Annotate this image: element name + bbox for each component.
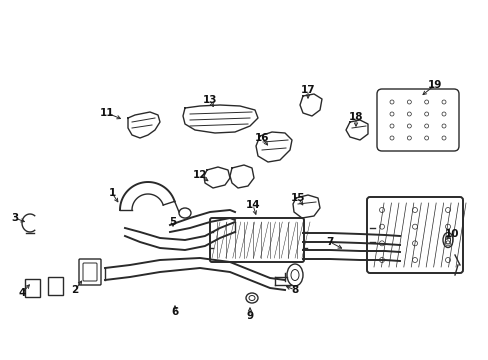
Text: 15: 15 [290,193,305,203]
Text: 13: 13 [203,95,217,105]
Text: 8: 8 [291,285,298,295]
Text: 14: 14 [245,200,260,210]
Text: 3: 3 [11,213,19,223]
Text: 7: 7 [325,237,333,247]
Text: 11: 11 [100,108,114,118]
Text: 2: 2 [71,285,79,295]
Text: 5: 5 [169,217,176,227]
Text: 4: 4 [18,288,26,298]
Text: 6: 6 [171,307,178,317]
Text: 1: 1 [108,188,115,198]
Text: 12: 12 [192,170,207,180]
Text: 18: 18 [348,112,363,122]
Text: 9: 9 [246,311,253,321]
Text: 10: 10 [444,229,458,239]
Text: 16: 16 [254,133,269,143]
Text: 19: 19 [427,80,441,90]
Text: 17: 17 [300,85,315,95]
